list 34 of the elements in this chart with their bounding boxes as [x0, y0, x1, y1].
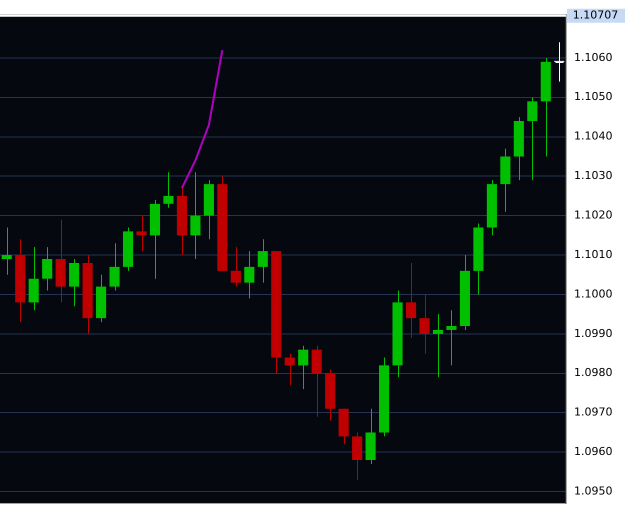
candlestick: [298, 345, 308, 390]
candlestick: [284, 353, 295, 386]
candlestick: [28, 246, 39, 311]
candlestick: [527, 96, 538, 181]
candlestick: [312, 345, 322, 418]
ref-line-label: 1.10707: [572, 8, 618, 22]
candlestick: [136, 215, 147, 252]
y-tick-label: 1.0970: [574, 406, 612, 419]
candlestick: [2, 226, 12, 276]
y-tick-label: 1.1000: [574, 287, 612, 300]
candlestick: [163, 172, 174, 208]
candlestick: [446, 310, 457, 366]
candlestick: [419, 294, 430, 354]
candlestick: [42, 246, 52, 292]
candlestick: [352, 432, 362, 480]
candlestick: [554, 42, 564, 82]
candlestick: [244, 250, 254, 299]
y-tick-label: 1.1020: [574, 208, 612, 222]
candlestick: [432, 314, 444, 378]
candlestick: [109, 242, 120, 292]
y-tick-label: 1.0990: [574, 326, 612, 340]
candlestick: [406, 262, 416, 338]
y-tick-label: 1.1040: [574, 130, 612, 143]
candlestick: [190, 172, 200, 260]
candlestick: [230, 246, 241, 288]
y-tick-label: 1.1060: [574, 50, 612, 64]
y-tick-label: 1.0980: [574, 366, 612, 380]
y-tick-label: 1.0960: [574, 445, 612, 458]
y-tick-label: 1.0950: [574, 484, 612, 498]
y-tick-label: 1.1010: [574, 248, 612, 261]
y-tick-label: 1.1050: [574, 90, 612, 104]
candlestick: [258, 238, 268, 284]
y-tick-label: 1.1030: [574, 169, 612, 182]
candlestick: [69, 258, 80, 307]
